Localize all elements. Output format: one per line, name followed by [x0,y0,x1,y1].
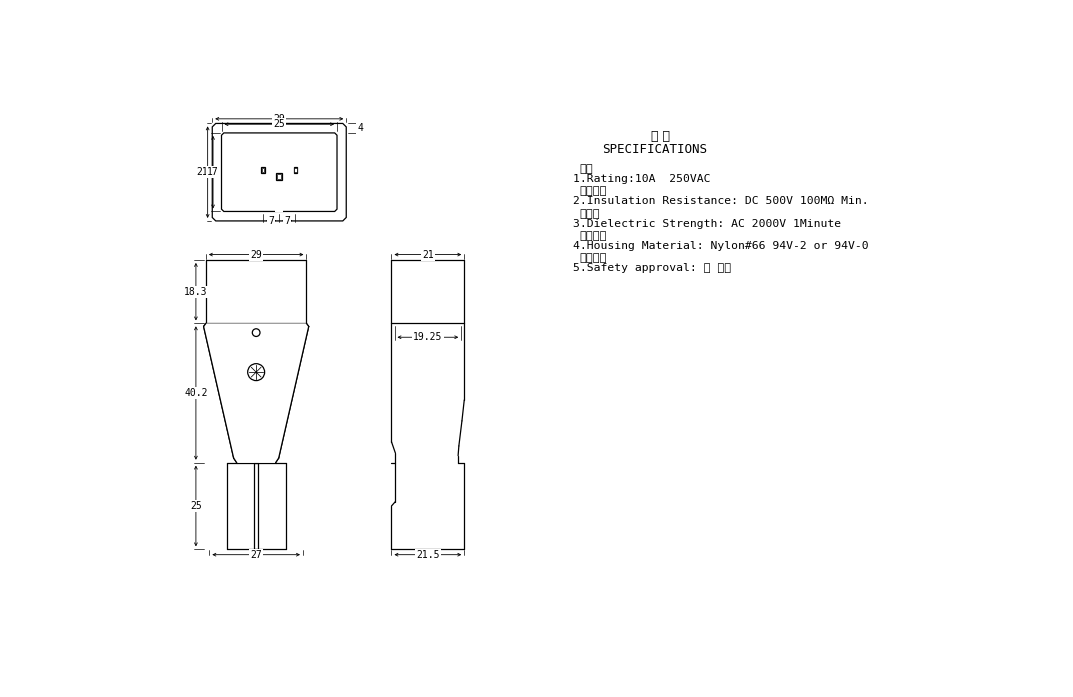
Circle shape [248,364,265,381]
Text: 規 格: 規 格 [651,130,670,144]
Text: 21.1: 21.1 [196,167,219,177]
Text: 絶緣電邘: 絶緣電邘 [579,186,607,197]
Text: 25: 25 [190,501,202,511]
Bar [294,167,297,173]
Text: 21: 21 [422,250,433,259]
Text: 21.5: 21.5 [416,550,440,560]
Text: 4.Housing Material: Nylon#66 94V-2 or 94V-0: 4.Housing Material: Nylon#66 94V-2 or 94… [573,241,868,251]
Text: SPECIFICATIONS: SPECIFICATIONS [602,144,707,156]
Bar [294,167,296,172]
Text: 1.Rating:10A  250VAC: 1.Rating:10A 250VAC [573,174,710,184]
Text: 2.Insulation Resistance: DC 500V 100MΩ Min.: 2.Insulation Resistance: DC 500V 100MΩ M… [573,197,868,206]
Text: 7: 7 [268,215,274,226]
Text: 27: 27 [250,550,262,560]
Text: 40.2: 40.2 [185,388,208,398]
Polygon shape [212,123,347,221]
Polygon shape [221,133,337,211]
Text: 3.Dielectric Strength: AC 2000V 1Minute: 3.Dielectric Strength: AC 2000V 1Minute [573,219,841,229]
Bar [262,167,264,172]
Circle shape [252,329,260,337]
Bar [275,206,283,212]
Text: 顕定: 顕定 [579,164,593,174]
Text: 29: 29 [250,250,262,259]
Bar [276,174,282,181]
Text: 7: 7 [284,215,291,226]
Text: 17: 17 [207,167,219,177]
Text: 材料規格: 材料規格 [579,231,607,241]
Text: 4: 4 [357,123,363,133]
Text: 25: 25 [274,119,285,129]
Text: 19.25: 19.25 [413,332,442,342]
Text: 29: 29 [274,114,285,124]
Text: 5.Safety approval: 国 小国: 5.Safety approval: 国 小国 [573,263,731,273]
Text: 18.3: 18.3 [185,286,208,297]
Text: 認可安規: 認可安規 [579,254,607,263]
Polygon shape [204,323,309,463]
Bar [261,167,265,173]
Text: 耐電壓: 耐電壓 [579,209,600,219]
Bar [277,174,281,179]
